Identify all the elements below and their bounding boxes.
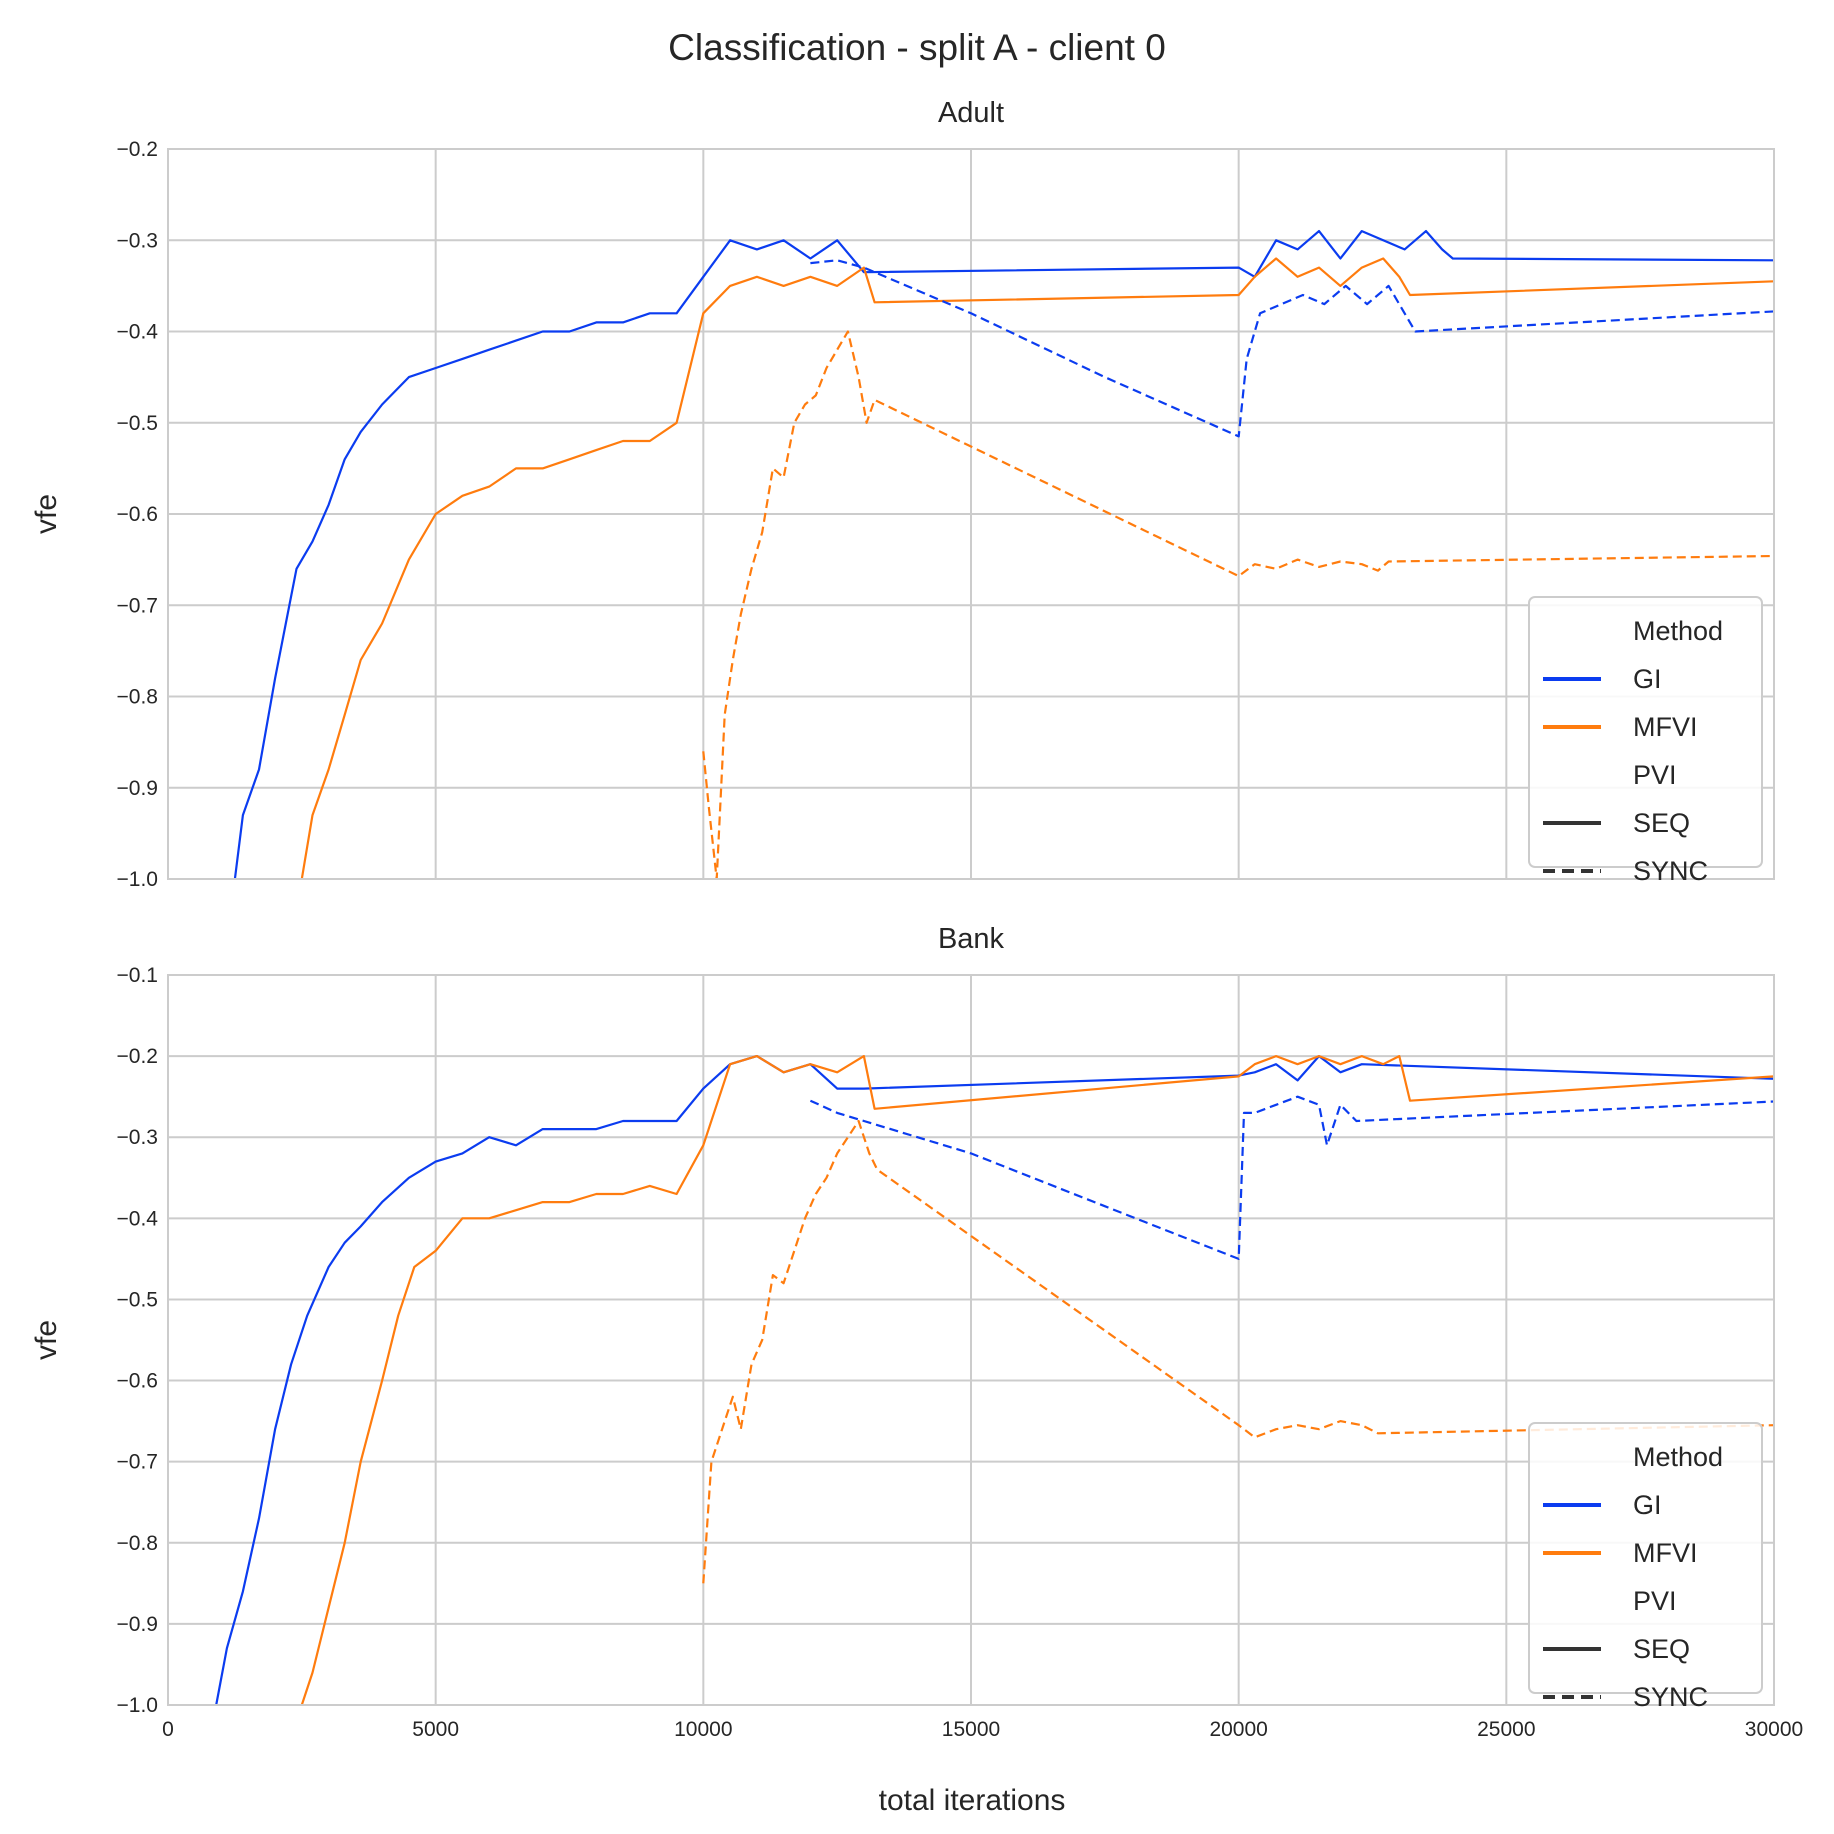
x-tick-label: 10000 <box>674 1718 732 1741</box>
series-gi-seq <box>215 1055 1774 1705</box>
panel-adult: −1.0 −0.9 −0.8 −0.7 −0.6 −0.5 −0.4 −0.3 −0.2 Adul… <box>30 97 1775 891</box>
axes-frame <box>167 974 1775 1706</box>
series-gi-sync <box>809 1095 1774 1260</box>
y-tick-label: −0.5 <box>117 412 158 435</box>
y-tick-label: −0.8 <box>117 686 158 709</box>
x-tick-label: 0 <box>162 1718 174 1741</box>
legend-title-method: Method <box>1633 616 1723 646</box>
y-axis-label: vfe <box>30 494 63 534</box>
x-tick-label: 25000 <box>1477 1718 1535 1741</box>
panel-title: Adult <box>938 97 1004 129</box>
legend-item: SEQ <box>1633 808 1690 838</box>
legend-title-pvi: PVI <box>1633 760 1677 790</box>
panel-title: Bank <box>938 923 1005 955</box>
legend: Method GI MFVI PVI SEQ SYNC <box>1528 596 1763 886</box>
x-tick-label: 20000 <box>1209 1718 1267 1741</box>
series-gi-seq <box>233 230 1774 879</box>
series-mfvi-sync <box>702 1119 1774 1584</box>
y-tick-label: −0.7 <box>117 1451 158 1474</box>
legend-item: MFVI <box>1633 712 1698 742</box>
y-tick-label: −0.6 <box>117 503 158 526</box>
x-tick-label: 5000 <box>412 1718 459 1741</box>
series-gi-sync <box>810 259 1774 438</box>
y-tick-label: −0.4 <box>117 1207 159 1230</box>
legend-frame <box>1528 1422 1763 1694</box>
legend-title-pvi: PVI <box>1633 1586 1677 1616</box>
y-tick-label: −0.7 <box>117 594 158 617</box>
y-tick-label: −1.0 <box>117 868 158 891</box>
y-tick-label: −0.5 <box>117 1288 158 1311</box>
y-tick-label: −0.1 <box>117 964 158 987</box>
panel-bank: −1.0 −0.9 −0.8 −0.7 −0.6 −0.5 −0.4 −0.3 −0.2 −0.1… <box>30 923 1803 1741</box>
series-mfvi-sync <box>702 330 1774 879</box>
legend-item: MFVI <box>1633 1538 1698 1568</box>
x-tick-label: 15000 <box>942 1718 1000 1741</box>
legend-item: GI <box>1633 664 1662 694</box>
series-mfvi-seq <box>300 257 1774 879</box>
series-mfvi-seq <box>300 1055 1774 1705</box>
y-tick-label: −0.3 <box>117 229 158 252</box>
y-tick-label: −1.0 <box>117 1694 158 1717</box>
y-tick-label: −0.9 <box>117 777 158 800</box>
y-axis-label: vfe <box>30 1320 63 1360</box>
y-tick-label: −0.4 <box>117 321 159 344</box>
suptitle: Classification - split A - client 0 <box>668 27 1166 68</box>
y-tick-label: −0.9 <box>117 1613 158 1636</box>
y-tick-label: −0.2 <box>117 138 158 161</box>
legend-title-method: Method <box>1633 1442 1723 1472</box>
x-axis-label: total iterations <box>879 1784 1066 1817</box>
axes-frame <box>167 148 1775 880</box>
legend-frame <box>1528 596 1763 868</box>
y-tick-label: −0.2 <box>117 1045 158 1068</box>
legend-item: SYNC <box>1633 1682 1708 1712</box>
y-tick-label: −0.6 <box>117 1370 158 1393</box>
legend: Method GI MFVI PVI SEQ SYNC <box>1528 1422 1763 1712</box>
y-tick-label: −0.3 <box>117 1126 158 1149</box>
legend-item: SEQ <box>1633 1634 1690 1664</box>
legend-item: SYNC <box>1633 856 1708 886</box>
x-tick-label: 30000 <box>1745 1718 1803 1741</box>
y-tick-label: −0.8 <box>117 1532 158 1555</box>
legend-item: GI <box>1633 1490 1662 1520</box>
